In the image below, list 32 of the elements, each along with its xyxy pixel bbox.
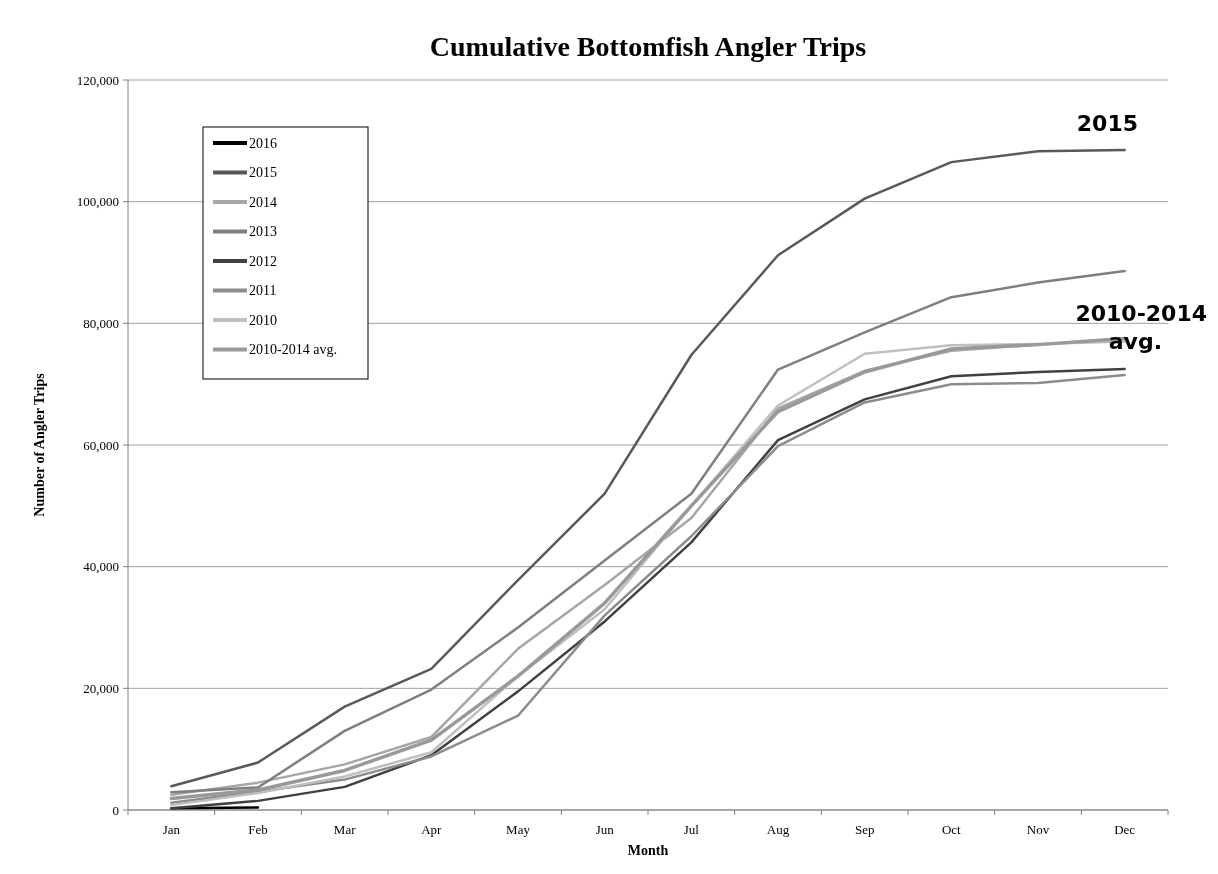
legend-label: 2010-2014 avg.: [249, 342, 337, 358]
x-axis-title: Month: [627, 843, 669, 858]
annotation: 2010-2014 avg.: [1075, 300, 1207, 354]
x-tick-label: Nov: [1026, 822, 1050, 837]
y-tick-label: 0: [112, 802, 119, 818]
y-tick-label: 20,000: [83, 680, 119, 696]
legend-label: 2011: [249, 283, 277, 299]
x-tick-label: Feb: [248, 822, 268, 837]
x-tick-label: Jun: [595, 822, 615, 837]
legend-label: 2010: [249, 312, 277, 328]
legend-label: 2015: [249, 165, 277, 181]
legend-label: 2012: [249, 253, 277, 269]
x-tick-label: Jan: [162, 822, 181, 837]
x-tick-label: May: [506, 822, 531, 837]
x-tick-label: Apr: [421, 822, 443, 837]
x-tick-label: Aug: [766, 822, 790, 837]
legend-label: 2013: [249, 224, 277, 240]
chart-title: Cumulative Bottomfish Angler Trips: [429, 31, 867, 62]
x-tick-label: Jul: [683, 822, 700, 837]
x-tick-label: Sep: [854, 822, 875, 837]
x-tick-label: Mar: [333, 822, 357, 837]
y-tick-label: 40,000: [83, 559, 119, 575]
annotation: 2015: [1076, 111, 1138, 137]
y-tick-label: 120,000: [76, 72, 119, 88]
y-tick-label: 80,000: [83, 315, 119, 331]
x-tick-label: Dec: [1114, 822, 1136, 837]
x-tick-label: Oct: [941, 822, 962, 837]
y-tick-label: 100,000: [76, 194, 119, 210]
y-tick-label: 60,000: [83, 437, 119, 453]
legend-label: 2016: [249, 135, 277, 151]
y-axis-title: Number of Angler Trips: [32, 372, 47, 517]
legend-label: 2014: [249, 194, 277, 210]
